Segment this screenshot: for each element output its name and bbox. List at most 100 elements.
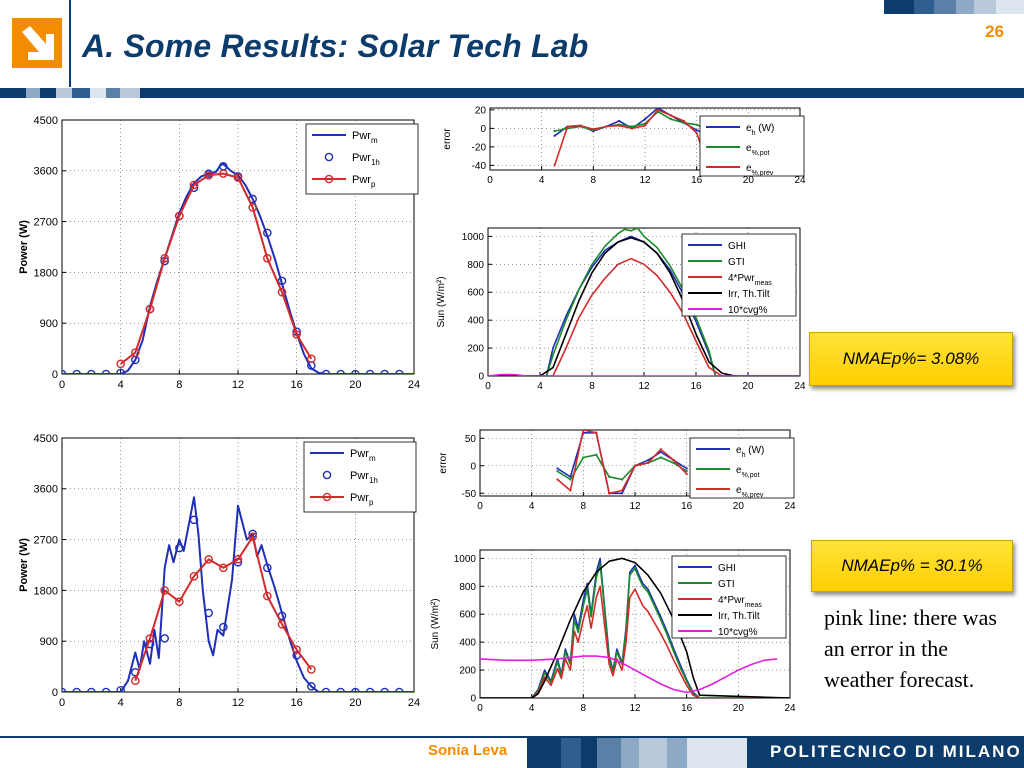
data-point [659, 456, 662, 459]
y-axis-label: Sun (W/m²) [430, 598, 441, 649]
legend-item: Pwrp [350, 492, 374, 507]
data-point [116, 686, 125, 692]
y-axis-label: error [438, 452, 449, 474]
data-point [569, 489, 572, 492]
data-point [336, 369, 345, 374]
data-point [685, 467, 688, 470]
x-tick-label: 8 [581, 501, 587, 512]
y-tick-label: 1800 [34, 267, 58, 279]
data-point [621, 478, 624, 481]
data-point [659, 448, 662, 451]
x-tick-label: 8 [176, 379, 182, 391]
data-point [189, 571, 199, 581]
data-point [631, 127, 634, 130]
legend-item: eh (W) [736, 445, 764, 459]
series-line-pwr-m [62, 496, 414, 692]
data-point [72, 369, 81, 374]
y-tick-label: 1000 [454, 554, 477, 565]
data-point [646, 462, 649, 464]
data-point [672, 462, 675, 464]
x-tick-label: 12 [232, 697, 244, 709]
series-line-e-prev [556, 430, 688, 495]
data-point [685, 473, 688, 475]
header-stripe [884, 0, 1024, 14]
data-point [204, 171, 213, 180]
data-point [365, 369, 375, 374]
series-group [62, 161, 414, 374]
series-group [553, 108, 711, 170]
x-tick-label: 16 [691, 175, 703, 186]
data-point [351, 687, 360, 692]
y-tick-label: 2700 [34, 216, 58, 228]
data-point [395, 687, 404, 692]
legend-item: GTI [718, 579, 735, 590]
data-point [87, 369, 96, 374]
data-point [72, 687, 81, 692]
data-point [292, 330, 301, 339]
data-point [62, 687, 67, 692]
x-tick-label: 24 [408, 697, 420, 709]
y-tick-label: 20 [475, 105, 487, 116]
data-point [682, 119, 685, 122]
author-name: Sonia Leva [428, 742, 508, 759]
data-point [631, 125, 634, 128]
data-point [659, 451, 662, 453]
series-line-10-cvg- [480, 655, 778, 694]
x-tick-label: 0 [477, 501, 483, 512]
forecast-comment: pink line: there was an error in the wea… [824, 605, 997, 692]
x-tick-label: 0 [485, 381, 491, 392]
x-tick-label: 16 [690, 381, 702, 392]
y-tick-label: 200 [459, 666, 476, 677]
legend-item: Pwrp [352, 174, 376, 189]
data-point [101, 369, 111, 374]
data-point [556, 470, 559, 473]
data-point [618, 124, 621, 127]
series-line-gti [480, 563, 790, 698]
series-line-pwr-p [134, 535, 313, 682]
data-point [160, 634, 169, 643]
x-tick-label: 24 [408, 379, 420, 391]
data-point [277, 287, 287, 297]
data-point [131, 676, 140, 686]
data-point [145, 634, 155, 643]
data-point [307, 354, 316, 364]
y-tick-label: 400 [459, 638, 476, 649]
data-point [380, 369, 389, 374]
data-point [595, 431, 598, 434]
x-tick-label: 16 [291, 697, 303, 709]
data-point [682, 121, 685, 124]
data-point [175, 597, 184, 606]
y-tick-label: -20 [472, 142, 487, 153]
sun-chart-day1: 0 4 8 12 16 20 24 0 200 400 600 800 1000 Sun (W/m²) GH… [432, 220, 810, 396]
x-tick-label: 4 [118, 379, 124, 391]
y-tick-label: 4500 [34, 115, 58, 127]
data-point [656, 110, 659, 113]
data-point [644, 124, 646, 127]
x-tick-label: 12 [629, 703, 641, 714]
y-tick-label: 0 [470, 461, 476, 472]
data-point [592, 128, 595, 131]
x-tick-label: 16 [681, 703, 693, 714]
university-logo-text: POLITECNICO DI MILANO [770, 742, 1022, 761]
x-tick-label: 12 [629, 501, 641, 512]
legend-marker [322, 470, 332, 480]
data-point [292, 645, 301, 654]
data-point [263, 228, 272, 238]
legend-marker [324, 174, 334, 184]
y-tick-label: 2700 [34, 534, 58, 546]
data-point [634, 464, 636, 467]
x-tick-label: 24 [784, 703, 796, 714]
data-point [219, 169, 228, 178]
data-point [204, 555, 213, 564]
data-point [621, 489, 624, 492]
y-tick-label: 0 [480, 124, 486, 135]
x-tick-label: 0 [477, 703, 483, 714]
footer-line [0, 736, 1024, 738]
data-point [556, 467, 559, 470]
page-number: 26 [985, 22, 1004, 41]
y-tick-label: 400 [467, 316, 484, 327]
x-tick-label: 16 [681, 501, 693, 512]
x-tick-label: 20 [349, 379, 361, 391]
data-point [219, 563, 228, 573]
legend-item: GHI [718, 563, 736, 574]
